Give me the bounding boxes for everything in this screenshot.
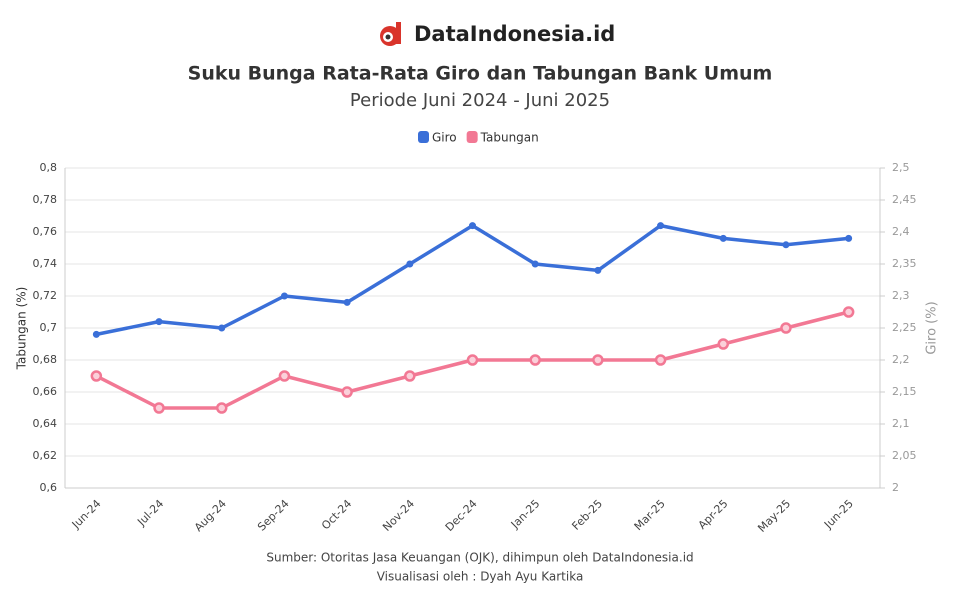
point [592,354,604,366]
y2-tick-label: 2,3 [892,289,910,302]
y-tick-label: 0,7 [40,321,58,334]
point [404,370,416,382]
y-axis-title: Tabungan (%) [15,287,29,371]
y-tick-label: 0,62 [33,449,58,462]
y-tick-label: 0,78 [33,193,58,206]
point [657,222,665,230]
x-tick-label: Jan-25 [508,497,543,532]
x-tick-label: Jun-25 [821,497,856,532]
point [845,234,853,242]
legend-label: Tabungan [480,131,539,145]
point [92,330,100,338]
y2-tick-label: 2,1 [892,417,910,430]
y2-tick-label: 2,2 [892,353,910,366]
source: Sumber: Otoritas Jasa Keuangan (OJK), di… [266,551,693,565]
x-tick-label: Jul-24 [134,497,166,529]
point [782,241,790,249]
x-tick-label: Sep-24 [255,497,292,534]
point [215,402,228,414]
point [529,354,541,366]
chart-subtitle: Periode Juni 2024 - Juni 2025 [350,90,610,111]
y-tick-label: 0,6 [40,481,58,494]
y2-tick-label: 2,25 [892,321,917,334]
x-tick-label: Feb-25 [569,497,605,533]
y-tick-label: 0,74 [33,257,58,270]
y-tick-label: 0,72 [33,289,58,302]
point [343,298,351,306]
point [780,322,792,334]
point [594,266,602,274]
x-tick-label: Aug-24 [192,497,229,534]
point [155,318,163,326]
legend-label: Giro [432,131,457,145]
brand: DataIndonesia.id [414,22,615,46]
y-tick-label: 0,66 [33,385,58,398]
x-tick-label: May-25 [755,497,793,535]
x-tick-label: Mar-25 [632,497,668,533]
point [466,354,479,366]
y2-tick-label: 2,15 [892,385,917,398]
y2-tick-label: 2 [892,481,899,494]
point [842,306,855,318]
legend-swatch [418,131,429,143]
point [469,222,476,230]
point [719,234,727,242]
y2-tick-label: 2,35 [892,257,917,270]
x-tick-label: Nov-24 [380,497,417,534]
x-tick-label: Jun-24 [69,497,104,532]
point [90,370,103,382]
point [654,354,667,366]
y-tick-label: 0,76 [33,225,58,238]
y2-tick-label: 2,5 [892,161,910,174]
logo-icon [380,22,401,46]
point [278,370,291,382]
point [341,386,353,398]
x-tick-label: Dec-24 [443,497,480,534]
x-tick-label: Apr-25 [696,497,731,532]
y2-tick-label: 2,45 [892,193,917,206]
point [153,402,165,414]
y-tick-label: 0,64 [33,417,58,430]
chart-title: Suku Bunga Rata-Rata Giro dan Tabungan B… [188,63,773,85]
y2-axis-title: Giro (%) [925,301,940,354]
legend-swatch [466,131,478,143]
y2-tick-label: 2,4 [892,225,910,238]
credit: Visualisasi oleh : Dyah Ayu Kartika [377,570,584,584]
line [95,223,849,337]
point [218,324,226,332]
point [717,338,730,350]
point [280,292,288,300]
y-tick-label: 0,8 [40,161,58,174]
x-tick-label: Oct-24 [319,497,354,532]
point [531,260,539,268]
y2-tick-label: 2,05 [892,449,917,462]
y-tick-label: 0,68 [33,353,58,366]
point [406,260,414,268]
